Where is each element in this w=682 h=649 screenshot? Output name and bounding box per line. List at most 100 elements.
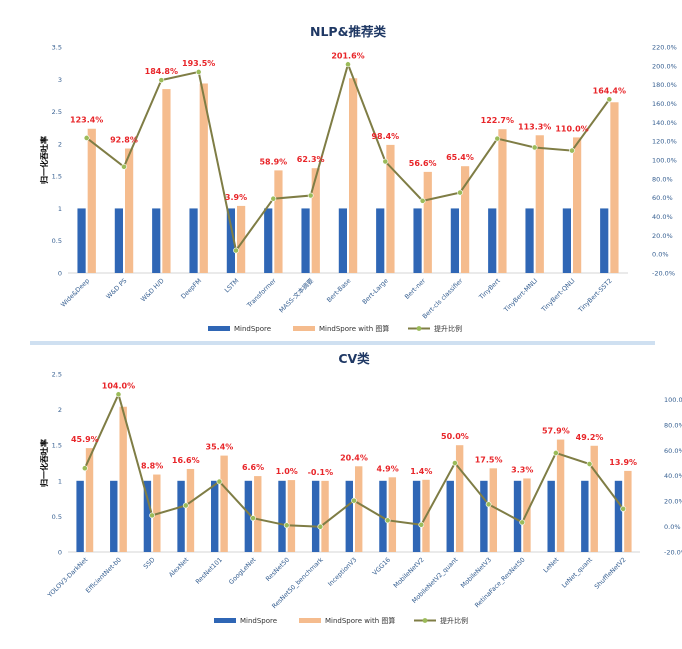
chart-title: NLP&推荐类 <box>310 24 386 39</box>
y2-tick-label: 0.0% <box>664 523 681 531</box>
bar-mindspore <box>412 480 421 552</box>
ratio-point <box>620 505 627 512</box>
bar-mindspore-graph <box>274 170 283 273</box>
y-tick-label: 1 <box>58 205 62 213</box>
ratio-point <box>216 478 223 485</box>
ratio-data-label: 35.4% <box>206 443 234 452</box>
bar-mindspore <box>488 208 497 273</box>
bar-mindspore-graph <box>321 480 329 552</box>
x-tick-label: YOLOV3-DarkNet <box>46 556 90 600</box>
bar-mindspore-graph <box>523 478 531 552</box>
x-tick-label: TinyBert-QNLI <box>540 277 577 314</box>
ratio-data-label: 92.8% <box>110 136 138 145</box>
y2-tick-label: 0.0% <box>652 251 669 259</box>
ratio-point <box>569 147 575 154</box>
ratio-point <box>182 502 189 509</box>
y-tick-label: 1.5 <box>52 173 62 181</box>
x-tick-label: InceptionV3 <box>327 556 359 588</box>
legend-marker-ratio <box>422 618 428 623</box>
bar-mindspore <box>525 208 534 273</box>
x-tick-label: W&D H/D <box>140 277 166 303</box>
ratio-point <box>307 192 314 199</box>
x-tick-label: TinyBert-MNLI <box>502 277 539 314</box>
ratio-point <box>485 501 492 508</box>
bar-mindspore <box>189 208 198 273</box>
ratio-point <box>121 163 127 170</box>
bar-mindspore <box>211 480 219 552</box>
ratio-point <box>552 450 559 456</box>
x-tick-label: TinyBert-SST2 <box>577 277 614 314</box>
ratio-point <box>384 517 391 524</box>
ratio-point <box>317 523 324 530</box>
bar-mindspore <box>379 480 387 552</box>
legend-swatch-mindspore <box>214 618 236 623</box>
ratio-data-label: 184.8% <box>145 67 178 76</box>
legend-label-graph: MindSpore with 图算 <box>325 616 395 625</box>
x-tick-label: Transformer <box>245 277 278 310</box>
ratio-point <box>195 69 202 75</box>
ratio-point <box>83 135 90 141</box>
x-tick-label: AlexNet <box>168 556 191 579</box>
legend-label-mindspore: MindSpore <box>240 617 277 625</box>
bar-mindspore-graph <box>386 144 395 273</box>
ratio-point <box>158 77 165 84</box>
bar-mindspore-graph <box>287 480 296 552</box>
ratio-point <box>270 195 277 202</box>
bar-mindspore <box>244 480 253 552</box>
ratio-point <box>519 519 526 526</box>
bar-mindspore <box>338 208 347 273</box>
bar-mindspore <box>345 480 353 552</box>
ratio-point <box>81 465 88 472</box>
bar-mindspore <box>114 208 123 273</box>
ratio-point <box>233 247 239 254</box>
ratio-point <box>494 135 501 142</box>
bar-mindspore <box>446 480 454 552</box>
ratio-data-label: 1.0% <box>276 467 298 476</box>
bar-mindspore <box>562 208 571 273</box>
y-tick-label: 0 <box>58 549 62 557</box>
ratio-data-label: 58.9% <box>259 157 287 166</box>
ratio-data-label: 113.3% <box>518 122 551 131</box>
bar-mindspore <box>376 208 385 273</box>
ratio-point <box>419 197 426 204</box>
bar-mindspore <box>177 480 185 552</box>
x-tick-label: DeepFM <box>180 277 203 300</box>
legend-marker-ratio <box>416 326 422 331</box>
ratio-data-label: 164.4% <box>593 86 626 95</box>
x-tick-label: SSD <box>143 556 157 570</box>
x-tick-label: ResNet50 <box>265 556 291 582</box>
bar-mindspore <box>600 208 609 273</box>
ratio-data-label: 13.9% <box>609 458 637 467</box>
ratio-data-label: 193.5% <box>182 59 215 68</box>
ratio-point <box>586 461 593 467</box>
ratio-point <box>345 61 351 68</box>
y-tick-label: 2.5 <box>52 371 62 379</box>
ratio-data-label: 65.4% <box>446 153 474 162</box>
x-tick-label: Bert-cls classifier <box>421 277 464 320</box>
bar-mindspore <box>152 208 161 273</box>
x-tick-label: Wide&Deep <box>60 277 91 308</box>
ratio-point <box>283 522 290 529</box>
x-tick-label: LeNet <box>542 556 560 574</box>
y-tick-label: 3 <box>58 76 62 84</box>
x-tick-label: MobileNetV3 <box>460 556 493 589</box>
bar-mindspore-graph <box>162 89 171 273</box>
bar-mindspore-graph <box>220 455 228 552</box>
ratio-point <box>457 189 463 196</box>
bar-mindspore <box>143 480 152 552</box>
x-tick-label: MASS-文本摘要 <box>277 276 315 314</box>
ratio-data-label: 98.4% <box>371 132 399 141</box>
bar-mindspore-graph <box>254 476 262 552</box>
bar-mindspore-graph <box>423 171 432 273</box>
bar-mindspore-graph <box>87 128 96 273</box>
bar-mindspore-graph <box>355 466 363 552</box>
ratio-data-label: 4.9% <box>377 464 399 473</box>
ratio-data-label: 122.7% <box>481 116 514 125</box>
bar-mindspore-graph <box>119 406 127 552</box>
x-tick-label: VGG16 <box>371 556 392 577</box>
y2-tick-label: 80.0% <box>652 175 673 183</box>
ratio-point <box>351 497 357 504</box>
bar-mindspore-graph <box>455 445 464 552</box>
y2-tick-label: -20.0% <box>652 270 675 278</box>
